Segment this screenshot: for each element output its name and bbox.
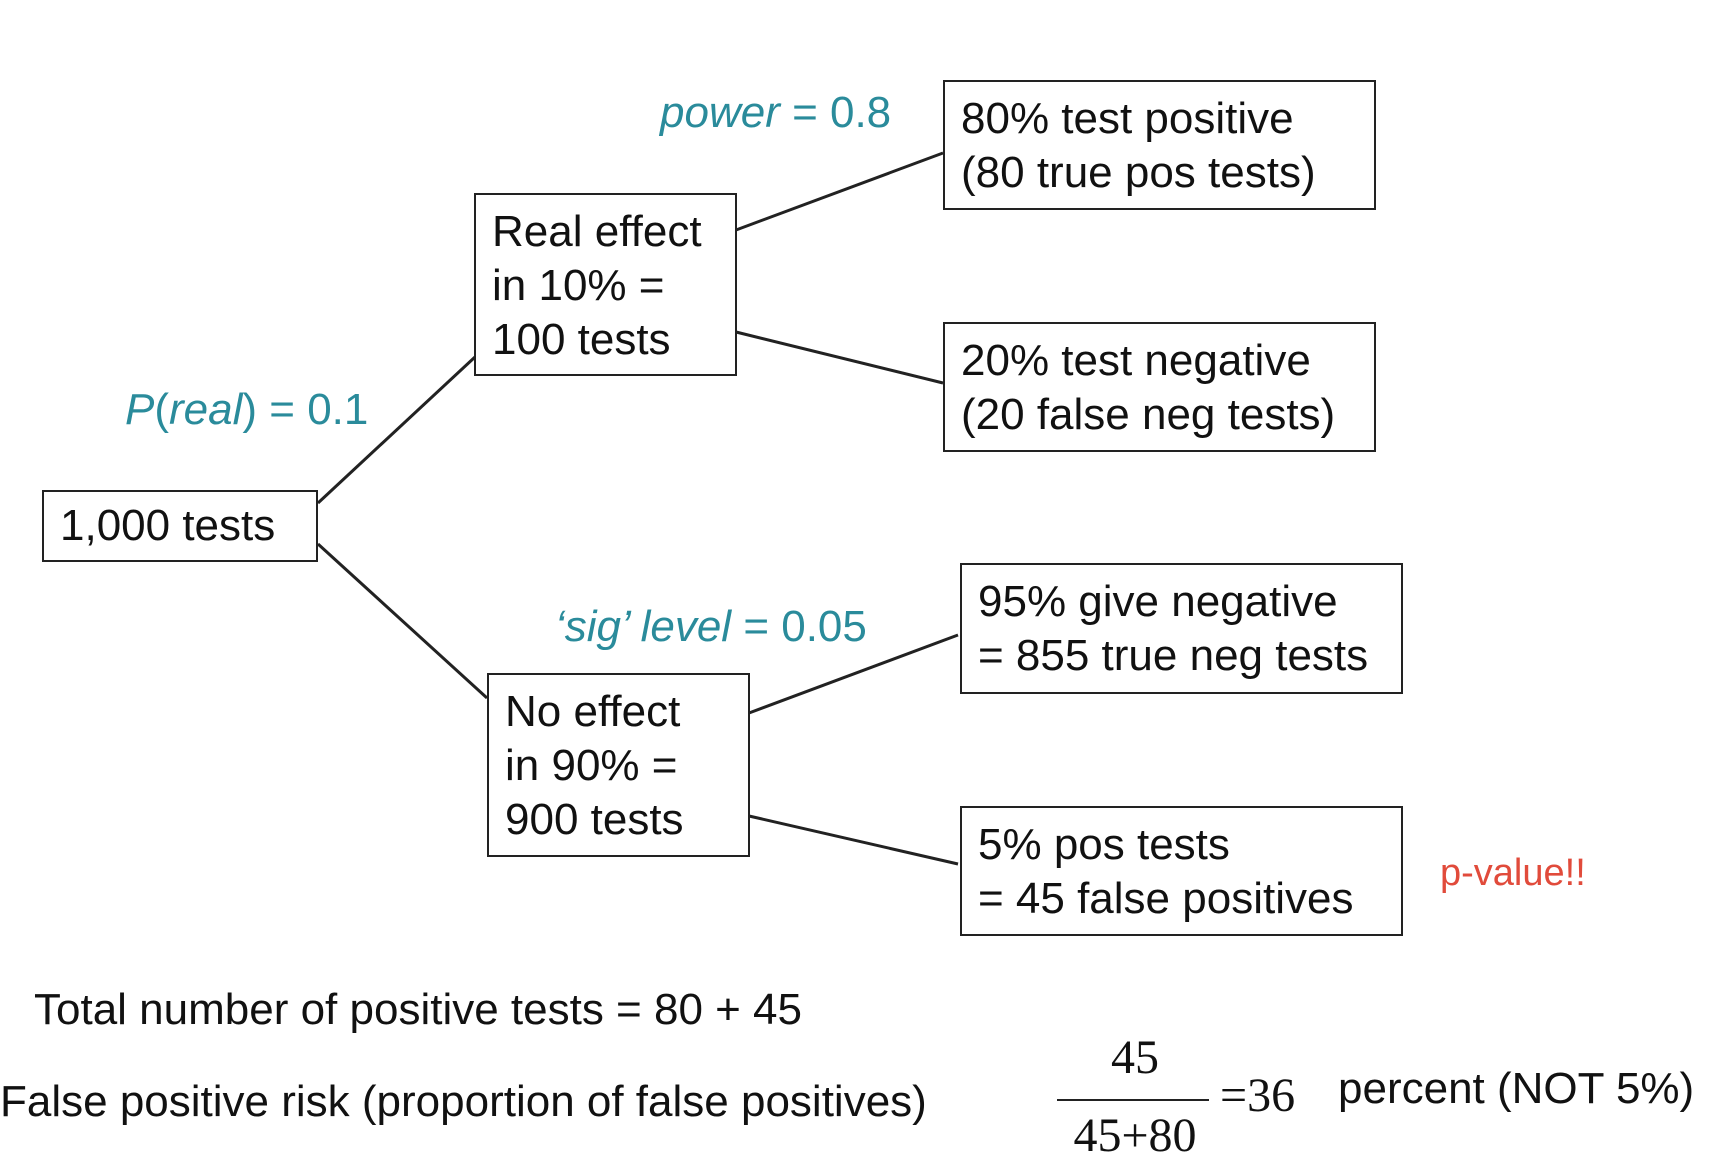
node-false-positives: 5% pos tests = 45 false positives bbox=[960, 806, 1403, 936]
p-real-value: ) = 0.1 bbox=[242, 385, 369, 434]
fraction-equals-result: =36 bbox=[1220, 1069, 1296, 1122]
node-line: = 855 true neg tests bbox=[978, 631, 1369, 680]
label-sig-level: ‘sig’ level = 0.05 bbox=[555, 602, 867, 652]
node-line: 5% pos tests bbox=[978, 820, 1230, 869]
node-line: 1,000 tests bbox=[60, 501, 276, 550]
total-positive-tests-line: Total number of positive tests = 80 + 45 bbox=[34, 985, 803, 1034]
p-real-open-paren: ( bbox=[154, 385, 170, 434]
node-line: in 10% = bbox=[492, 261, 665, 310]
edge-none-to-true-neg bbox=[748, 633, 959, 715]
label-p-real: P(real) = 0.1 bbox=[125, 385, 368, 435]
node-no-effect: No effect in 90% = 900 tests bbox=[487, 673, 750, 857]
false-positive-fraction: 45 45+80 bbox=[1055, 1030, 1215, 1162]
p-real-arg: real bbox=[169, 385, 243, 434]
node-true-negatives: 95% give negative = 855 true neg tests bbox=[960, 563, 1403, 694]
false-positive-risk-label: False positive risk (proportion of false… bbox=[0, 1077, 927, 1126]
node-false-negatives: 20% test negative (20 false neg tests) bbox=[943, 322, 1376, 452]
node-line: (20 false neg tests) bbox=[961, 390, 1336, 439]
fraction-result-text: percent (NOT 5%) bbox=[1338, 1064, 1695, 1113]
edge-real-to-true-pos bbox=[735, 151, 944, 232]
power-name: power bbox=[660, 88, 780, 137]
node-true-positives: 80% test positive (80 true pos tests) bbox=[943, 80, 1376, 210]
p-value-note: p-value!! bbox=[1440, 852, 1586, 894]
node-line: 900 tests bbox=[505, 795, 684, 844]
fraction-numerator: 45 bbox=[1111, 1031, 1159, 1084]
node-line: Real effect bbox=[492, 207, 702, 256]
sig-name: ‘sig’ level bbox=[555, 602, 732, 651]
edge-root-to-none bbox=[316, 542, 489, 700]
node-1000-tests: 1,000 tests bbox=[42, 490, 318, 562]
fraction-bar bbox=[1057, 1099, 1209, 1101]
node-line: 80% test positive bbox=[961, 94, 1294, 143]
power-value: = 0.8 bbox=[779, 88, 892, 137]
node-line: = 45 false positives bbox=[978, 874, 1354, 923]
edge-real-to-false-neg bbox=[735, 330, 944, 385]
node-line: (80 true pos tests) bbox=[961, 148, 1316, 197]
node-line: 95% give negative bbox=[978, 577, 1338, 626]
node-line: in 90% = bbox=[505, 741, 678, 790]
node-real-effect: Real effect in 10% = 100 tests bbox=[474, 193, 737, 376]
fraction-denominator: 45+80 bbox=[1073, 1109, 1197, 1162]
edge-root-to-real bbox=[316, 355, 477, 505]
label-power: power = 0.8 bbox=[660, 88, 891, 138]
edge-none-to-false-pos bbox=[748, 814, 959, 866]
sig-value: = 0.05 bbox=[731, 602, 867, 651]
node-line: No effect bbox=[505, 687, 681, 736]
node-line: 100 tests bbox=[492, 315, 671, 364]
p-real-name: P bbox=[125, 385, 155, 434]
node-line: 20% test negative bbox=[961, 336, 1311, 385]
